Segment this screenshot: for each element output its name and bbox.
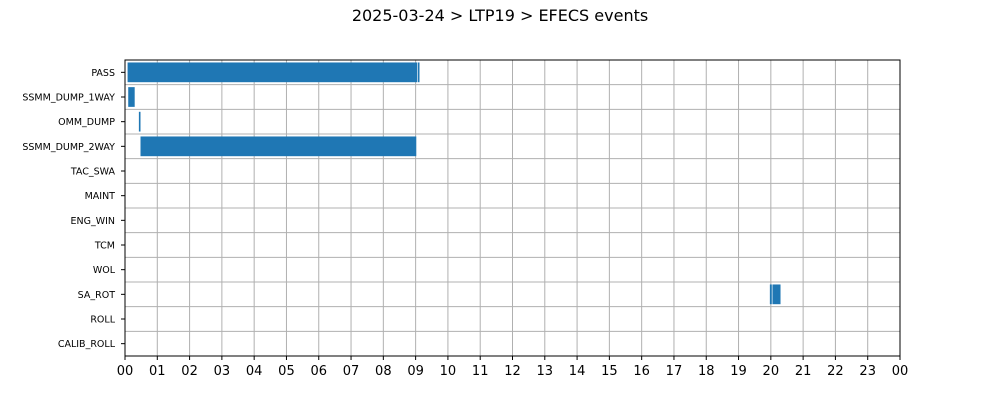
event-bar: [138, 111, 141, 132]
x-tick-label: 16: [633, 364, 650, 379]
event-bar: [128, 87, 135, 107]
x-tick-label: 03: [214, 364, 231, 379]
grid: [125, 60, 900, 356]
x-tick-label: 10: [440, 364, 457, 379]
x-tick-label: 04: [246, 364, 263, 379]
x-tick-label: 01: [149, 364, 166, 379]
x-tick-label: 11: [472, 364, 489, 379]
x-tick-label: 18: [698, 364, 715, 379]
x-tick-label: 00: [892, 364, 909, 379]
x-tick-label: 23: [859, 364, 876, 379]
x-tick-label: 05: [278, 364, 295, 379]
y-tick-label: SSMM_DUMP_1WAY: [22, 93, 115, 104]
x-tick-label: 13: [537, 364, 554, 379]
event-bar: [769, 284, 772, 305]
y-tick-label: PASS: [91, 68, 115, 79]
y-tick-label: TCM: [94, 241, 115, 252]
x-tick-label: 02: [181, 364, 198, 379]
x-tick-label: 21: [795, 364, 812, 379]
y-tick-label: ROLL: [90, 315, 115, 326]
event-bar: [772, 284, 781, 305]
x-tick-label: 12: [504, 364, 521, 379]
y-tick-label: CALIB_ROLL: [58, 339, 116, 350]
y-tick-label: WOL: [93, 265, 116, 276]
x-tick-label: 08: [375, 364, 392, 379]
event-bars: [127, 62, 781, 305]
x-tick-label: 17: [666, 364, 683, 379]
x-tick-label: 22: [827, 364, 844, 379]
event-bar: [140, 136, 417, 157]
y-tick-label: SA_ROT: [78, 290, 116, 301]
y-tick-label: SSMM_DUMP_2WAY: [22, 142, 115, 153]
y-tick-label: ENG_WIN: [70, 216, 115, 227]
x-tick-label: 00: [117, 364, 134, 379]
event-bar: [417, 62, 420, 83]
x-tick-label: 19: [730, 364, 747, 379]
y-tick-label: TAC_SWA: [70, 167, 116, 178]
y-axis: PASS SSMM_DUMP_1WAY OMM_DUMP SSMM_DUMP_2WAY…: [22, 68, 125, 350]
chart-title: 2025-03-24 > LTP19 > EFECS events: [351, 6, 649, 25]
x-tick-label: 06: [310, 364, 327, 379]
y-tick-label: MAINT: [85, 191, 116, 202]
x-tick-label: 20: [763, 364, 780, 379]
x-tick-label: 07: [343, 364, 360, 379]
x-tick-label: 15: [601, 364, 618, 379]
x-tick-label: 14: [569, 364, 586, 379]
event-bar: [127, 62, 418, 83]
y-tick-label: OMM_DUMP: [58, 117, 115, 128]
x-tick-label: 09: [407, 364, 424, 379]
x-axis: 00 01 02 03 04 05 06 07 08 09 10 11 12 13 14 15 16 17 18 19…: [117, 356, 909, 379]
